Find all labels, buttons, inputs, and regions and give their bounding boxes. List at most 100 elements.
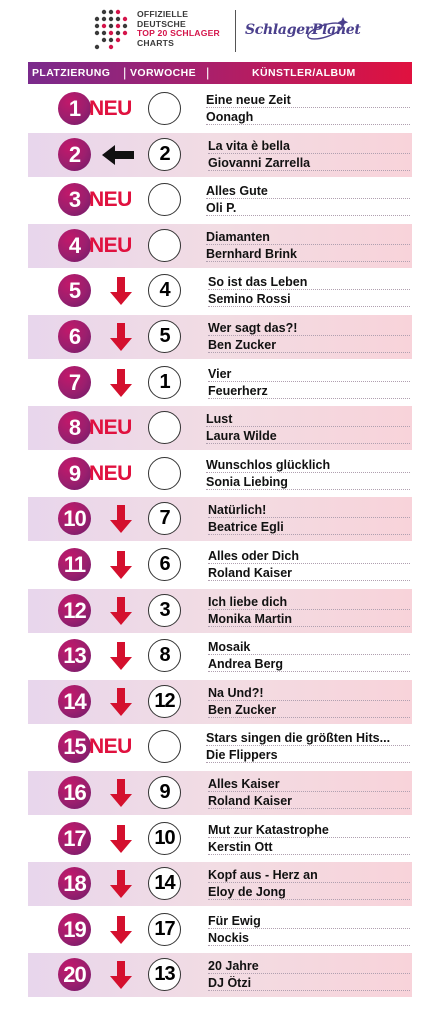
arrow-down-icon <box>110 322 132 351</box>
chart-entry-row[interactable]: 8 NEU Lust Laura Wilde <box>28 406 412 451</box>
dotted-divider <box>208 790 410 792</box>
previous-week-badge <box>148 730 181 764</box>
chart-entry-row[interactable]: 12 3 Ich liebe dich Monika Martin <box>28 588 412 633</box>
header-separator: | <box>123 65 127 80</box>
album-title: Wer sagt das?! <box>208 320 298 335</box>
chart-entry-row[interactable]: 1 NEU Eine neue Zeit Oonagh <box>28 87 412 131</box>
logo-line-1: OFFIZIELLE <box>137 9 189 19</box>
dot-matrix-logo-icon <box>90 9 130 53</box>
rank-badge: 19 <box>58 912 91 946</box>
dotted-divider <box>206 215 410 217</box>
dotted-divider <box>206 488 410 490</box>
dotted-divider <box>206 426 410 428</box>
rank-badge: 14 <box>58 684 91 718</box>
chart-entry-row[interactable]: 3 NEU Alles Gute Oli P. <box>28 178 412 223</box>
new-entry-label: NEU <box>89 735 132 759</box>
header-previous-week: VORWOCHE <box>130 67 197 79</box>
chart-entry-row[interactable]: 6 5 Wer sagt das?! Ben Zucker <box>28 314 412 359</box>
album-title: So ist das Leben <box>208 275 308 290</box>
artist-name: Die Flippers <box>206 748 278 763</box>
artist-name: Roland Kaiser <box>208 565 293 580</box>
dotted-divider <box>206 260 410 262</box>
artist-name: Eloy de Jong <box>208 885 286 900</box>
rank-badge: 3 <box>58 183 91 217</box>
artist-name: Oonagh <box>206 110 254 124</box>
dotted-divider <box>208 169 410 171</box>
dotted-divider <box>208 853 410 855</box>
column-header-bar: PLATZIERUNG | VORWOCHE | KÜNSTLER/ALBUM <box>28 62 412 84</box>
new-entry-label: NEU <box>89 416 132 440</box>
rank-badge: 1 <box>58 92 91 125</box>
dotted-divider <box>208 654 410 656</box>
chart-entry-row[interactable]: 20 13 20 Jahre DJ Ötzi <box>28 953 412 998</box>
arrow-left-icon <box>102 144 134 165</box>
artist-name: Roland Kaiser <box>208 793 293 808</box>
dotted-divider <box>208 579 410 581</box>
album-title: Natürlich! <box>208 503 267 518</box>
chart-entry-row[interactable]: 17 10 Mut zur Katastrophe Kerstin Ott <box>28 816 412 861</box>
rank-badge: 6 <box>58 319 91 353</box>
dotted-divider <box>206 471 410 473</box>
album-title: Alles Kaiser <box>208 776 280 791</box>
previous-week-badge: 7 <box>148 502 181 536</box>
dotted-divider <box>206 443 410 445</box>
dotted-divider <box>208 152 410 154</box>
album-title: Kopf aus - Herz an <box>208 868 318 883</box>
logo-line-2: DEUTSCHE <box>137 18 186 29</box>
rank-badge: 12 <box>58 593 91 627</box>
chart-entry-row[interactable]: 4 NEU Diamanten Bernhard Brink <box>28 223 412 268</box>
dotted-divider <box>208 334 410 336</box>
rank-badge: 20 <box>58 958 91 992</box>
header-placement: PLATZIERUNG <box>32 67 111 79</box>
arrow-down-icon <box>110 505 132 534</box>
previous-week-badge: 13 <box>148 958 181 992</box>
dotted-divider <box>208 990 410 992</box>
previous-week-badge: 5 <box>148 319 181 353</box>
album-title: Eine neue Zeit <box>206 93 291 107</box>
previous-week-badge: 6 <box>148 547 181 581</box>
logo-line-4: CHARTS <box>137 37 175 48</box>
dotted-divider <box>208 973 410 975</box>
new-entry-label: NEU <box>89 461 132 485</box>
chart-entry-row[interactable]: 13 8 Mosaik Andrea Berg <box>28 634 412 679</box>
arrow-down-icon <box>110 642 132 671</box>
new-entry-label: NEU <box>89 233 132 257</box>
chart-entry-row[interactable]: 11 6 Alles oder Dich Roland Kaiser <box>28 542 412 587</box>
chart-entry-row[interactable]: 14 12 Na Und?! Ben Zucker <box>28 679 412 724</box>
dotted-divider <box>208 671 410 673</box>
rank-badge: 5 <box>58 274 91 308</box>
rank-badge: 9 <box>58 456 91 490</box>
artist-name: DJ Ötzi <box>208 976 252 991</box>
schlagerplanet-logo: SchlagerPlanet <box>245 14 361 54</box>
artist-name: Monika Martin <box>208 611 293 626</box>
dotted-divider <box>208 944 410 946</box>
chart-entry-row[interactable]: 18 14 Kopf aus - Herz an Eloy de Jong <box>28 862 412 907</box>
chart-entry-row[interactable]: 10 7 Natürlich! Beatrice Egli <box>28 497 412 542</box>
rank-badge: 2 <box>58 137 91 171</box>
chart-entry-row[interactable]: 19 17 Für Ewig Nockis <box>28 907 412 952</box>
new-entry-label: NEU <box>89 188 132 212</box>
rank-badge: 10 <box>58 502 91 536</box>
chart-entry-row[interactable]: 7 1 Vier Feuerherz <box>28 360 412 405</box>
rank-badge: 4 <box>58 228 91 262</box>
rank-badge: 15 <box>58 730 91 764</box>
previous-week-badge <box>148 228 181 262</box>
album-title: Wunschlos glücklich <box>206 457 331 472</box>
chart-list: 1 NEU Eine neue Zeit Oonagh 2 2 La vita è bell… <box>28 87 412 999</box>
rank-badge: 17 <box>58 821 91 855</box>
arrow-down-icon <box>110 368 132 397</box>
rank-badge: 7 <box>58 365 91 399</box>
chart-entry-row[interactable]: 2 2 La vita è bella Giovanni Zarrella <box>28 132 412 177</box>
header-separator: | <box>206 65 210 80</box>
logo-divider <box>235 10 236 52</box>
arrow-down-icon <box>110 778 132 807</box>
chart-entry-row[interactable]: 5 4 So ist das Leben Semino Rossi <box>28 269 412 314</box>
chart-entry-row[interactable]: 15 NEU Stars singen die größten Hits... Die… <box>28 725 412 770</box>
previous-week-badge: 3 <box>148 593 181 627</box>
chart-entry-row[interactable]: 16 9 Alles Kaiser Roland Kaiser <box>28 770 412 815</box>
chart-entry-row[interactable]: 9 NEU Wunschlos glücklich Sonia Liebing <box>28 451 412 496</box>
previous-week-badge <box>148 456 181 490</box>
dotted-divider <box>208 882 410 884</box>
dotted-divider <box>206 198 410 200</box>
previous-week-badge: 10 <box>148 821 181 855</box>
